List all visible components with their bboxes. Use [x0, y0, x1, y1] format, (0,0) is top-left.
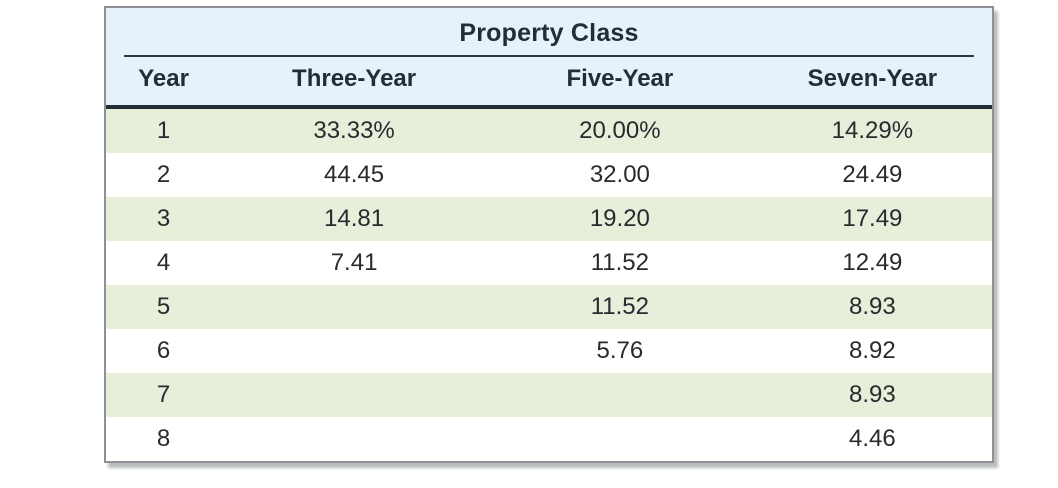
year-cell: 4 [106, 241, 222, 285]
five-year-cell: 32.00 [486, 153, 753, 197]
table-row: 5 11.52 8.93 [106, 285, 992, 329]
column-header-year: Year [106, 57, 222, 109]
macrs-depreciation-table: Property Class Year Three-Year Five-Year… [104, 6, 994, 463]
column-header-seven-year: Seven-Year [752, 57, 992, 109]
year-cell: 1 [106, 107, 222, 153]
three-year-cell [221, 329, 487, 373]
five-year-cell: 20.00% [486, 107, 753, 153]
five-year-cell [486, 373, 753, 417]
column-header-five-year: Five-Year [486, 57, 753, 109]
five-year-cell: 11.52 [486, 241, 753, 285]
year-cell: 5 [106, 285, 222, 329]
table-row: 7 8.93 [106, 373, 992, 417]
three-year-cell: 33.33% [221, 107, 487, 153]
seven-year-cell: 17.49 [752, 197, 992, 241]
year-cell: 7 [106, 373, 222, 417]
three-year-cell [221, 285, 487, 329]
table-title: Property Class [459, 19, 639, 47]
table-title-row: Property Class [106, 8, 992, 57]
year-cell: 8 [106, 417, 222, 461]
seven-year-cell: 14.29% [752, 107, 992, 153]
table-row: 8 4.46 [106, 417, 992, 461]
seven-year-cell: 24.49 [752, 153, 992, 197]
three-year-cell [221, 373, 487, 417]
seven-year-cell: 8.93 [752, 373, 992, 417]
table-row: 2 44.45 32.00 24.49 [106, 153, 992, 197]
seven-year-cell: 4.46 [752, 417, 992, 461]
seven-year-cell: 8.93 [752, 285, 992, 329]
table-title-cell: Property Class [106, 8, 992, 57]
year-cell: 3 [106, 197, 222, 241]
three-year-cell [221, 417, 487, 461]
seven-year-cell: 8.92 [752, 329, 992, 373]
table-row: 6 5.76 8.92 [106, 329, 992, 373]
column-header-row: Year Three-Year Five-Year Seven-Year [106, 57, 992, 109]
title-underline-rule [124, 55, 974, 57]
seven-year-cell: 12.49 [752, 241, 992, 285]
five-year-cell: 11.52 [486, 285, 753, 329]
three-year-cell: 7.41 [221, 241, 487, 285]
table-row: 3 14.81 19.20 17.49 [106, 197, 992, 241]
year-cell: 2 [106, 153, 222, 197]
five-year-cell: 19.20 [486, 197, 753, 241]
five-year-cell: 5.76 [486, 329, 753, 373]
five-year-cell [486, 417, 753, 461]
three-year-cell: 44.45 [221, 153, 487, 197]
table-row: 4 7.41 11.52 12.49 [106, 241, 992, 285]
column-header-three-year: Three-Year [221, 57, 487, 109]
table-row: 1 33.33% 20.00% 14.29% [106, 107, 992, 153]
three-year-cell: 14.81 [221, 197, 487, 241]
year-cell: 6 [106, 329, 222, 373]
property-class-table: Property Class Year Three-Year Five-Year… [106, 8, 992, 461]
